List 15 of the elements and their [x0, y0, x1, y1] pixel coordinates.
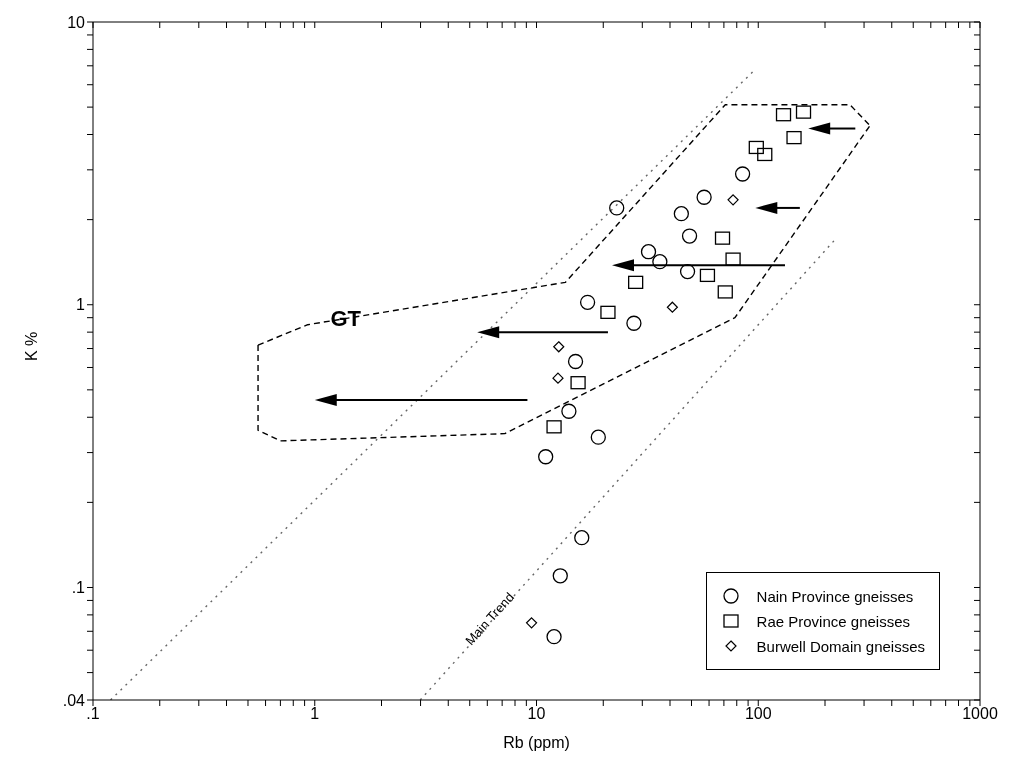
x-tick-label: .1: [86, 705, 100, 723]
y-tick-label: .04: [62, 691, 86, 709]
y-tick-label: 1: [76, 296, 86, 314]
y-tick-label: 10: [67, 13, 86, 31]
x-axis-title: Rb (ppm): [503, 734, 570, 751]
legend-label: Rae Province gneisses: [756, 612, 911, 630]
annotation: GT: [330, 306, 362, 332]
legend-label: Nain Province gneisses: [756, 587, 914, 605]
x-tick-label: 100: [744, 705, 772, 723]
x-tick-label: 10: [527, 705, 546, 723]
x-tick-label: 1000: [962, 705, 998, 723]
y-tick-label: .1: [71, 579, 86, 597]
x-tick-label: 1: [310, 705, 320, 723]
legend-label: Burwell Domain gneisses: [756, 637, 925, 655]
y-axis-title: K %: [22, 331, 40, 361]
